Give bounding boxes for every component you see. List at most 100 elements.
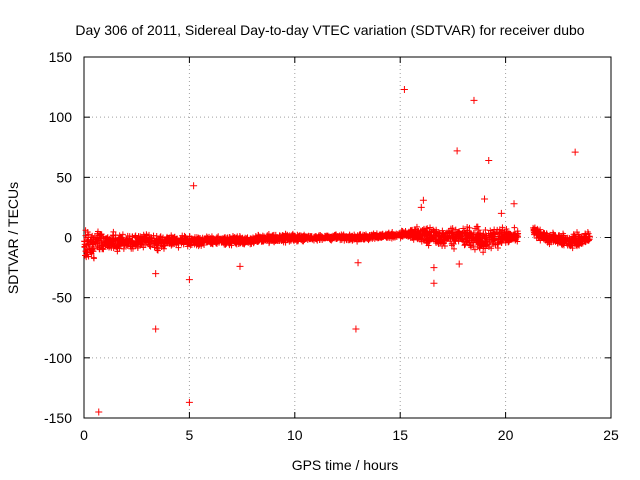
scatter-point (510, 200, 518, 208)
y-tick-label: -100 (44, 350, 72, 366)
band-point (96, 242, 103, 249)
band-point (576, 233, 583, 240)
band-point (252, 233, 259, 240)
band-point (241, 236, 248, 243)
band-point (220, 237, 227, 244)
band-point (438, 233, 445, 240)
scatter-point (400, 85, 408, 93)
band-point (389, 233, 396, 240)
band-point (172, 239, 179, 246)
scatter-point (430, 279, 438, 287)
band-point (338, 231, 345, 238)
band-point (156, 237, 163, 244)
band-point (196, 235, 203, 242)
band-point (557, 237, 564, 244)
band-point (578, 240, 585, 247)
band-point (112, 232, 119, 239)
band-point (455, 228, 462, 235)
band-point (369, 233, 376, 240)
scatter-point (497, 209, 505, 217)
band-point (183, 236, 190, 243)
band-point (272, 235, 279, 242)
band-point (410, 233, 417, 240)
band-point (202, 236, 209, 243)
band-point (308, 235, 315, 242)
band-point (533, 228, 540, 235)
band-point (464, 227, 471, 234)
band-point (94, 228, 101, 235)
band-point (119, 231, 126, 238)
band-point (474, 223, 481, 230)
band-point (88, 246, 95, 253)
band-point (553, 236, 560, 243)
band-point (179, 232, 186, 239)
band-point (140, 231, 147, 238)
band-point (512, 237, 519, 244)
band-point (482, 245, 489, 252)
band-point (349, 234, 356, 241)
band-point (147, 235, 154, 242)
band-point (281, 234, 288, 241)
band-point (87, 249, 94, 256)
band-point (208, 236, 215, 243)
y-tick-label: 150 (49, 49, 73, 65)
band-point (443, 231, 450, 238)
band-point (117, 234, 124, 241)
band-point (191, 241, 198, 248)
band-point (134, 239, 141, 246)
band-point (204, 239, 211, 246)
band-point (502, 239, 509, 246)
scatter-point (354, 259, 362, 267)
band-point (110, 228, 117, 235)
band-point (362, 235, 369, 242)
band-point (460, 225, 467, 232)
y-ticks: -150 -100 -50 0 50 100 150 (44, 49, 611, 426)
band-point (250, 238, 257, 245)
band-point (579, 236, 586, 243)
band-point (486, 233, 493, 240)
dense-band-series (81, 223, 593, 262)
band-point (394, 232, 401, 239)
band-point (240, 239, 247, 246)
band-point (98, 235, 105, 242)
x-tick-label: 15 (392, 427, 408, 443)
band-point (425, 242, 432, 249)
band-point (97, 232, 104, 239)
band-point (163, 238, 170, 245)
band-point (476, 245, 483, 252)
band-point (467, 242, 474, 249)
band-point (129, 240, 136, 247)
scatter-point (352, 325, 360, 333)
band-point (227, 236, 234, 243)
band-point (143, 231, 150, 238)
band-point (496, 230, 503, 237)
band-point (111, 242, 118, 249)
band-point (575, 241, 582, 248)
band-point (81, 244, 88, 251)
band-point (442, 234, 449, 241)
x-tick-label: 20 (498, 427, 514, 443)
band-point (480, 249, 487, 256)
band-point (427, 224, 434, 231)
y-tick-label: 100 (49, 109, 73, 125)
band-point (543, 230, 550, 237)
band-point (418, 235, 425, 242)
chart-title: Day 306 of 2011, Sidereal Day-to-day VTE… (75, 22, 584, 38)
band-point (416, 232, 423, 239)
scatter-point (190, 182, 198, 190)
band-point (511, 224, 518, 231)
scatter-point (417, 203, 425, 211)
band-point (117, 239, 124, 246)
band-point (289, 232, 296, 239)
x-tick-label: 0 (80, 427, 88, 443)
band-point (147, 243, 154, 250)
scatter-point (152, 270, 160, 278)
band-point (482, 227, 489, 234)
band-point (121, 237, 128, 244)
band-point (82, 227, 89, 234)
scatter-point (485, 156, 493, 164)
band-point (286, 234, 293, 241)
band-point (366, 233, 373, 240)
band-point (139, 237, 146, 244)
